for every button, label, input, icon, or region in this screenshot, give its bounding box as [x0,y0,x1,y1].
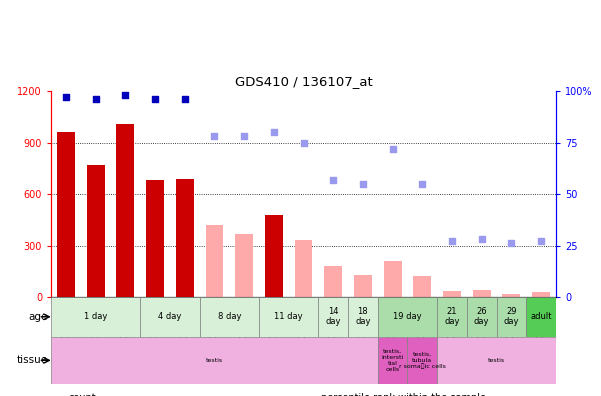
Bar [437,337,556,384]
Point [180,96,189,103]
Bar [265,215,282,297]
Bar [378,337,407,384]
Point [91,96,100,103]
Bar [235,234,253,297]
Bar [87,165,105,297]
Point [121,92,130,98]
Bar [378,297,437,337]
Point [418,181,427,187]
Point [328,177,338,183]
Bar [467,297,496,337]
Bar [354,275,372,297]
Bar [117,124,134,297]
Text: testis: testis [488,358,505,363]
Text: 19 day: 19 day [393,312,422,321]
Text: 21
day: 21 day [444,307,460,326]
Bar [259,297,319,337]
Text: testis,
tubula
r soma	ic cells: testis, tubula r soma ic cells [399,352,446,369]
Title: GDS410 / 136107_at: GDS410 / 136107_at [234,76,373,89]
Point [536,238,546,245]
Point [477,236,486,242]
Text: testis: testis [206,358,223,363]
Bar [496,297,526,337]
Text: testis,
intersti
tial
cells: testis, intersti tial cells [382,349,404,371]
Bar [140,297,200,337]
Bar [532,292,550,297]
Point [239,133,249,139]
Bar [51,297,140,337]
Text: 1 day: 1 day [84,312,108,321]
Text: 14
day: 14 day [326,307,341,326]
Point [269,129,279,135]
Point [299,139,308,146]
Bar [319,297,348,337]
Bar [502,293,520,297]
Point [388,146,397,152]
Bar [413,276,431,297]
Text: 4 day: 4 day [158,312,182,321]
Text: age: age [29,312,48,322]
Bar [176,179,194,297]
Bar [443,291,461,297]
Point [150,96,160,103]
Bar [325,266,342,297]
Bar [146,180,164,297]
Text: 18
day: 18 day [355,307,371,326]
Point [210,133,219,139]
Bar [437,297,467,337]
Point [447,238,457,245]
Text: 11 day: 11 day [274,312,303,321]
Bar [51,337,378,384]
Bar [473,290,490,297]
Text: 26
day: 26 day [474,307,489,326]
Point [507,240,516,247]
Bar [294,240,313,297]
Bar [383,261,401,297]
Point [358,181,368,187]
Bar [57,132,75,297]
Bar [526,297,556,337]
Text: 29
day: 29 day [504,307,519,326]
Point [61,94,71,101]
Bar [206,225,224,297]
Text: 8 day: 8 day [218,312,241,321]
Bar [200,297,259,337]
Bar [407,337,437,384]
Text: percentile rank within the sample: percentile rank within the sample [321,393,486,396]
Text: adult: adult [530,312,552,321]
Text: count: count [69,393,96,396]
Text: tissue: tissue [17,355,48,366]
Bar [348,297,378,337]
